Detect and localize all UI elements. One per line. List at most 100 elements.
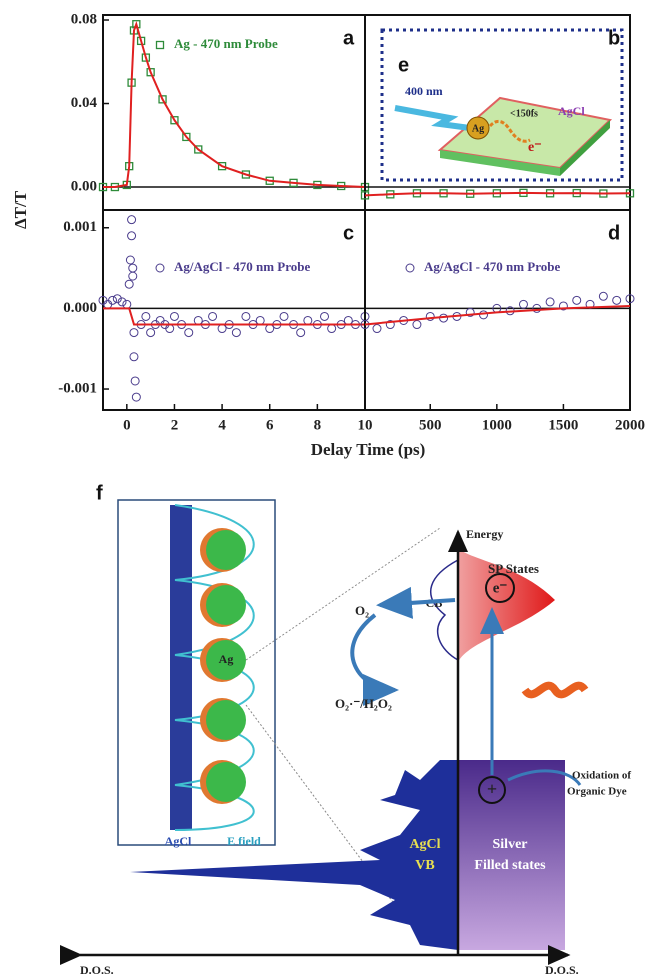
marker [112, 294, 122, 304]
x-axis-label: Delay Time (ps) [311, 440, 426, 459]
marker [217, 162, 227, 171]
pump-beam [394, 105, 471, 131]
inset: e 400 nm Ag <150fs AgCl e⁻ [380, 28, 624, 182]
x-tick-label: 8 [314, 417, 322, 433]
marker [170, 116, 179, 125]
slab-side [560, 120, 610, 176]
ag-label: Ag [472, 123, 484, 134]
y-tick-label: 0.04 [71, 95, 98, 111]
marker [129, 328, 139, 338]
oxygen-label: O₂ [355, 603, 369, 618]
marker [122, 299, 132, 309]
marker [130, 376, 140, 386]
legend-marker [405, 263, 415, 273]
inset-box [117, 499, 276, 846]
marker [625, 294, 635, 304]
hole-label: + [487, 779, 497, 799]
marker [327, 324, 337, 334]
marker [117, 297, 127, 307]
marker [241, 311, 251, 321]
photon-wave [521, 681, 589, 699]
x-tick-label: 2 [171, 417, 179, 433]
fit-line [103, 20, 366, 188]
dos-label: D.O.S. [545, 963, 579, 977]
x-tick-label: 1500 [548, 417, 578, 433]
y-tick-label: 0.08 [71, 11, 97, 27]
y-tick-label: 0.001 [63, 219, 97, 235]
silver-label: Filled states [474, 858, 546, 873]
marker [184, 328, 194, 338]
marker [231, 328, 241, 338]
x-tick-label: 1000 [482, 417, 512, 433]
marker [572, 295, 582, 305]
marker [612, 295, 622, 305]
y-axis-label: ΔT/T [11, 190, 30, 229]
marker [343, 315, 353, 325]
marker [182, 132, 191, 142]
electron-circle [485, 573, 515, 603]
plots: 0.00 0.04 0.08 Ag - 470 nm Probe a b 0.001 0.00… [58, 11, 645, 433]
marker [217, 324, 227, 334]
dos-label: D.O.S. [80, 963, 114, 977]
marker [385, 320, 395, 330]
hole-circle [478, 776, 506, 804]
slab-side [440, 150, 560, 176]
legend-label: Ag/AgCl - 470 nm Probe [174, 259, 310, 274]
fit-line [364, 305, 631, 326]
ag-label: Ag [219, 652, 234, 666]
products-label: O₂·⁻/H₂O₂ [335, 696, 392, 711]
sp-states-label: SP States [488, 561, 539, 576]
inset-letter: e [398, 54, 409, 76]
panel-letter: b [608, 27, 620, 49]
silver-states [458, 760, 565, 950]
electron-label: e⁻ [528, 140, 542, 155]
agcl-bar [170, 505, 192, 830]
marker [124, 279, 134, 289]
legend-label: Ag/AgCl - 470 nm Probe [424, 259, 560, 274]
x-tick-label: 0 [123, 417, 131, 433]
panel-letter: c [343, 222, 354, 244]
energy-label: Energy [466, 527, 503, 541]
legend-marker [155, 263, 165, 273]
agcl-vb-label: VB [415, 858, 434, 873]
panel-frame [364, 209, 631, 411]
legend-marker [155, 40, 165, 50]
marker [465, 307, 475, 317]
panel-frame [102, 209, 366, 411]
marker [479, 310, 489, 320]
y-tick-label: 0.000 [63, 300, 97, 316]
marker [518, 299, 528, 309]
oxidation-label: Organic Dye [567, 786, 627, 798]
e-field-label: E field [227, 834, 261, 848]
marker [425, 311, 435, 321]
marker [128, 263, 138, 273]
marker [598, 291, 608, 301]
panel-letter: d [608, 222, 620, 244]
cb-outline [429, 559, 459, 661]
transfer-arrow [376, 586, 456, 619]
x-tick-label: 10 [358, 417, 373, 433]
marker [320, 311, 330, 321]
marker [208, 311, 218, 321]
marker [296, 328, 306, 338]
marker [532, 303, 542, 313]
marker [194, 145, 203, 154]
marker [193, 315, 203, 325]
fit-line [103, 307, 365, 326]
marker [279, 311, 289, 321]
electron-label: e⁻ [493, 580, 508, 596]
marker [131, 392, 141, 402]
marker [265, 324, 275, 334]
marker [146, 68, 155, 77]
marker [545, 297, 555, 307]
time-label: <150fs [510, 108, 538, 119]
marker [127, 215, 137, 225]
ag-particle [466, 116, 490, 140]
marker [141, 311, 151, 321]
x-tick-label: 6 [266, 417, 274, 433]
legend-label: Ag - 470 nm Probe [174, 36, 278, 51]
zoom-line [245, 527, 441, 661]
agcl-vb-label: AgCl [409, 837, 440, 852]
marker [255, 315, 265, 325]
